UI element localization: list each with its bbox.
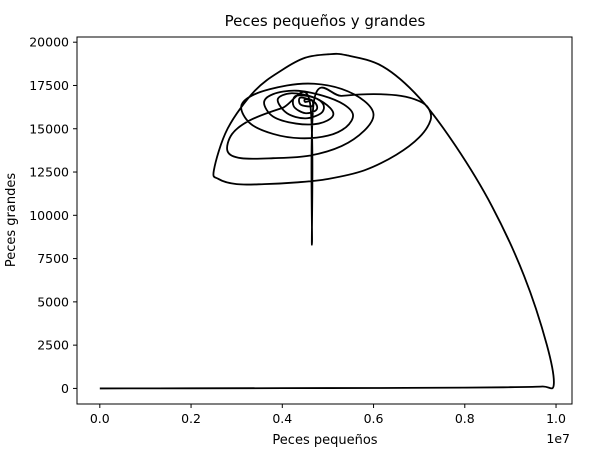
- x-tick-label: 0.0: [90, 411, 110, 426]
- x-tick-label: 0.6: [364, 411, 384, 426]
- x-axis-label: Peces pequeños: [272, 433, 377, 448]
- plot-area: [76, 36, 573, 405]
- series-layer: [99, 52, 555, 390]
- y-tick-label: 2500: [37, 338, 69, 353]
- y-tick-label: 20000: [29, 35, 69, 50]
- x-axis-ticks: 0.0 0.2 0.4 0.6 0.8 1.0: [90, 404, 566, 426]
- x-tick-label: 0.8: [455, 411, 475, 426]
- x-tick-label: 0.2: [181, 411, 201, 426]
- chart-title: Peces pequeños y grandes: [225, 12, 426, 30]
- y-tick-label: 7500: [37, 251, 69, 266]
- y-tick-label: 15000: [29, 121, 69, 136]
- x-offset-label: 1e7: [546, 431, 570, 446]
- x-tick-label: 1.0: [546, 411, 566, 426]
- y-axis-label: Peces grandes: [4, 173, 19, 267]
- series-line: [99, 52, 555, 390]
- x-tick-label: 0.4: [272, 411, 292, 426]
- y-axis-ticks: 0 2500 5000 7500 10000 12500 15000 17500 20000: [29, 35, 77, 396]
- y-tick-label: 12500: [29, 165, 69, 180]
- y-tick-label: 5000: [37, 294, 69, 309]
- y-tick-label: 17500: [29, 78, 69, 93]
- y-tick-label: 0: [61, 381, 69, 396]
- y-tick-label: 10000: [29, 208, 69, 223]
